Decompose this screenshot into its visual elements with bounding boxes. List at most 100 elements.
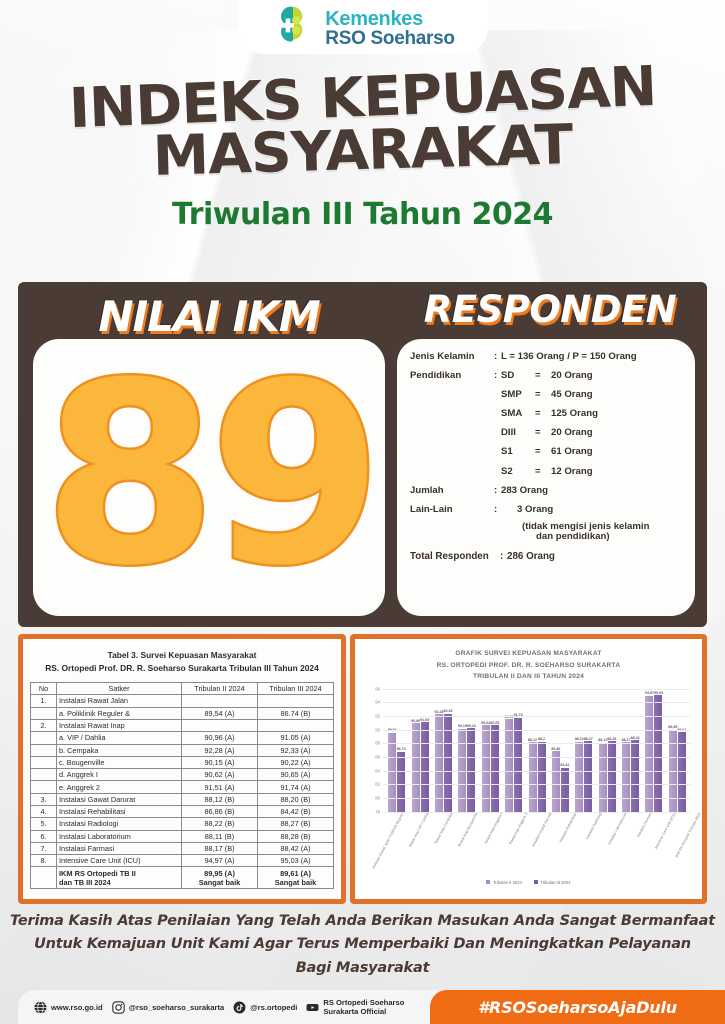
chart-bar-group: 94,97 95,03 <box>642 689 665 812</box>
footer-social-links: www.rso.go.id @rso_soeharso_surakarta @r… <box>18 990 438 1024</box>
cell-no: 4. <box>30 804 57 819</box>
cell-tw3: 88,28 (B) <box>257 829 334 843</box>
cell-tw3: 91,74 (A) <box>257 780 334 794</box>
cell-no: 3. <box>30 792 57 807</box>
footer-item-website[interactable]: www.rso.go.id <box>34 1000 103 1014</box>
chart-bar: 90,96 <box>411 719 420 812</box>
education-eq-smp: = <box>535 389 541 401</box>
cell-tw2: 88,22 (B) <box>181 817 258 831</box>
education-value-s2: 12 Orang <box>551 465 593 477</box>
cell-tw3: 84,42 (B) <box>257 804 334 819</box>
chart-bar-group: 88,12 88,2 <box>525 689 548 812</box>
cell-tw2: 90,62 (A) <box>181 768 258 782</box>
chart-title: GRAFIK SURVEI KEPUASAN MASYARAKAT RS. OR… <box>362 648 695 683</box>
thanks-message: Terima Kasih Atas Penilaian Yang Telah A… <box>0 910 725 980</box>
education-eq-diii: = <box>535 427 541 439</box>
education-key-smp: SMP <box>501 389 522 401</box>
legend-swatch-icon <box>486 880 491 885</box>
chart-bar-label: 88,28 <box>607 736 617 741</box>
chart-grid-line <box>383 770 691 772</box>
table-row: a. VIP / Dahlia 90,96 (A) 91.05 (A) <box>30 731 334 745</box>
chart-bar: 90,62 <box>481 721 490 812</box>
chart-bar: 90,22 <box>467 724 476 812</box>
gender-colon: : <box>494 351 498 362</box>
jumlah-label: Jumlah <box>410 484 444 496</box>
chart-bar-group: 92,28 92,33 <box>432 689 455 812</box>
chart-bar: 88,11 <box>598 738 607 812</box>
table-row: c. Bougenville 90,15 (A) 90,22 (A) <box>30 755 334 770</box>
chart-bar-group: 88,17 88,42 <box>619 689 642 812</box>
responden-education-row: Pendidikan : SD = 20 Orang <box>410 371 686 381</box>
chart-y-tick: 92 <box>375 713 380 719</box>
legend-swatch-icon <box>533 880 538 885</box>
total-cell-tw3: 89,61 (A) Sangat baik <box>257 866 334 890</box>
education-key-sma: SMA <box>501 408 523 420</box>
chart-bar-label: 88,42 <box>630 735 640 740</box>
chart-bar: 88,2 <box>537 737 546 812</box>
cell-tw3 <box>257 718 334 733</box>
education-key-sd: SD <box>501 370 515 382</box>
chart-x-label: Instalasi Laboratorium <box>607 811 628 845</box>
cell-no: 2. <box>30 718 57 733</box>
chart-bars: 89,5486,7490,9691,0592,2892,3390,1590,22… <box>383 689 691 812</box>
cell-tw2: 86,86 (B) <box>181 804 258 819</box>
chart-y-tick: 96 <box>375 686 380 692</box>
chart-bar-label: 90,22 <box>466 723 476 728</box>
cell-satker: Instalasi Laboratorium <box>56 829 182 843</box>
chart-bar-label: 91,74 <box>514 713 523 717</box>
chart-title-main: GRAFIK SURVEI KEPUASAN MASYARAKAT <box>455 650 602 657</box>
chart-bar-group: 90,96 91,05 <box>408 689 431 812</box>
chart-y-tick: 80 <box>375 795 380 801</box>
footer-item-tiktok[interactable]: @rs.ortopedi <box>233 1001 297 1014</box>
education-label: Pendidikan <box>410 370 462 382</box>
chart-bar: 88,17 <box>622 738 631 812</box>
cell-tw3: 91.05 (A) <box>257 731 334 745</box>
lain-value: 3 Orang <box>517 503 554 515</box>
chart-bar-label: 90,62 <box>481 720 491 725</box>
footer-item-youtube[interactable]: RS Ortopedi Soeharso Surakarta Official <box>306 998 438 1016</box>
responden-education-row: S2 = 12 Orang <box>410 465 686 477</box>
cell-tw3: 88,20 (B) <box>257 792 334 807</box>
chart-y-tick: 88 <box>375 740 380 746</box>
footer-item-instagram[interactable]: @rso_soeharso_surakarta <box>111 1000 225 1014</box>
chart-x-label: Rawat Inap VIP / Dahlia <box>407 811 430 848</box>
cell-satker: a. VIP / Dahlia <box>56 731 182 745</box>
chart-grid-line <box>383 784 691 786</box>
gender-value: L = 136 Orang / P = 150 Orang <box>501 351 637 362</box>
legend-item-tw3: Tribulan III 2024 <box>533 879 571 885</box>
page-title: INDEKS KEPUASAN MASYARAKAT Triwulan III … <box>0 53 725 233</box>
chart-bar-label: 88,11 <box>598 738 608 743</box>
chart-grid-line <box>383 729 691 731</box>
cell-tw3: 95,03 (A) <box>257 854 334 868</box>
chart-x-label: Rawat Inap Anggrek I <box>483 811 504 844</box>
chart-y-tick: 82 <box>375 781 380 787</box>
cell-tw2: 89,54 (A) <box>181 706 258 720</box>
cell-tw2: 90,96 (A) <box>181 731 258 745</box>
responden-total-row: Total Responden : 286 Orang <box>410 551 686 562</box>
legend-label-tw3: Tribulan III 2024 <box>540 879 571 885</box>
cell-no <box>30 706 57 720</box>
education-value-sma: 125 Orang <box>551 408 598 420</box>
cell-satker: b. Cempaka <box>56 743 182 757</box>
footer-youtube-text: RS Ortopedi Soeharso Surakarta Official <box>323 998 405 1016</box>
cell-no <box>30 768 57 782</box>
jumlah-colon: : <box>494 484 498 496</box>
responden-heading: RESPONDEN <box>423 288 677 331</box>
youtube-icon <box>306 1003 319 1011</box>
table-row: 7. Instalasi Farmasi 88,17 (B) 88,42 (A) <box>30 841 334 856</box>
chart-x-label: Instalasi Radiologi <box>585 811 603 840</box>
title-subtitle: Triwulan III Tahun 2024 <box>172 197 553 233</box>
col-header-satker: Satker <box>56 682 182 696</box>
chart-x-label: Rawat Inap Cempaka <box>434 811 454 844</box>
education-eq-sd: = <box>535 370 541 382</box>
thanks-line-1: Terima Kasih Atas Penilaian Yang Telah A… <box>10 913 715 929</box>
footer-instagram-text: @rso_soeharso_surakarta <box>128 1002 225 1012</box>
education-colon: : <box>494 370 498 382</box>
cell-tw3: 86.74 (B) <box>257 706 334 720</box>
chart-bar-label: 92,33 <box>443 709 453 714</box>
table-row: e. Anggrek 2 91,51 (A) 91,74 (A) <box>30 780 334 794</box>
chart-grid-line <box>383 756 691 758</box>
responden-jumlah-row: Jumlah : 283 Orang <box>410 486 686 496</box>
